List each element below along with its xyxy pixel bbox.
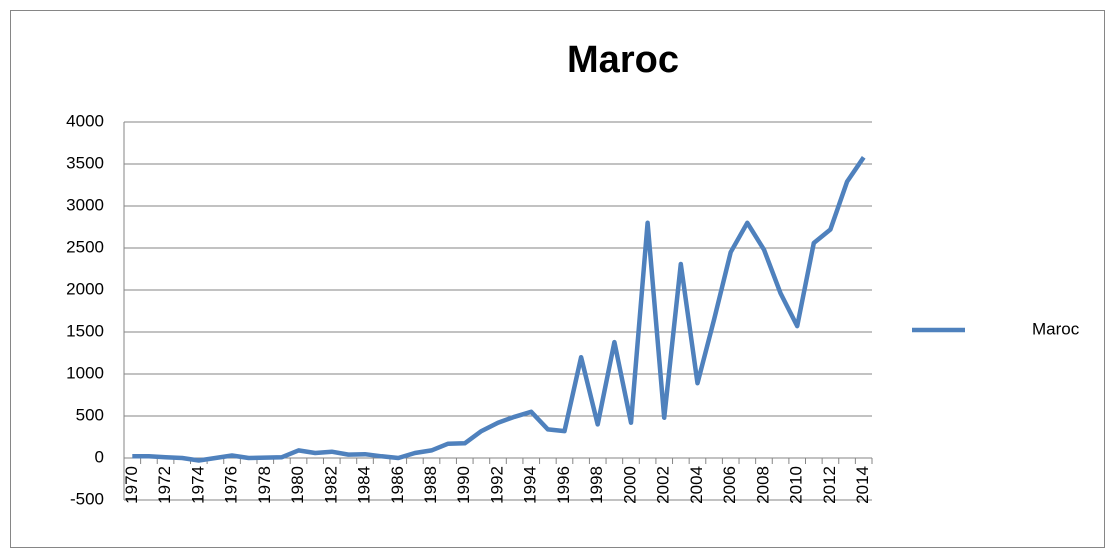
x-tick-label: 1980	[288, 466, 307, 504]
x-tick-label: 2014	[853, 466, 872, 504]
x-tick-label: 1976	[222, 466, 241, 504]
x-tick-label: 2002	[654, 466, 673, 504]
x-tick-label: 1996	[554, 466, 573, 504]
x-tick-label: 1978	[255, 466, 274, 504]
x-tick-label: 1992	[487, 466, 506, 504]
y-tick-label: 0	[95, 447, 104, 466]
y-tick-label: 500	[76, 405, 104, 424]
x-tick-label: 2010	[787, 466, 806, 504]
x-tick-label: 1982	[321, 466, 340, 504]
x-tick-label: 1988	[421, 466, 440, 504]
x-tick-label: 2000	[620, 466, 639, 504]
x-tick-label: 2012	[820, 466, 839, 504]
y-tick-label: 3500	[66, 153, 104, 172]
data-line	[132, 156, 866, 463]
x-tick-label: 1970	[122, 466, 141, 504]
x-tick-label: 1984	[355, 466, 374, 504]
x-tick-label: 1974	[188, 466, 207, 504]
x-tick-label: 1972	[155, 466, 174, 504]
x-tick-label: 1994	[521, 466, 540, 504]
y-tick-label: 1000	[66, 363, 104, 382]
y-tick-label: -500	[70, 489, 104, 508]
x-tick-label: 1998	[587, 466, 606, 504]
chart-title: Maroc	[567, 39, 679, 81]
legend-label: Maroc	[1032, 319, 1080, 338]
y-tick-label: 2000	[66, 279, 104, 298]
y-tick-label: 3000	[66, 195, 104, 214]
x-tick-label: 1990	[454, 466, 473, 504]
y-tick-label: 2500	[66, 237, 104, 256]
x-tick-label: 2008	[753, 466, 772, 504]
y-tick-label: 4000	[66, 111, 104, 130]
x-tick-label: 1986	[388, 466, 407, 504]
x-tick-label: 2004	[687, 466, 706, 504]
y-tick-label: 1500	[66, 321, 104, 340]
x-tick-label: 2006	[720, 466, 739, 504]
